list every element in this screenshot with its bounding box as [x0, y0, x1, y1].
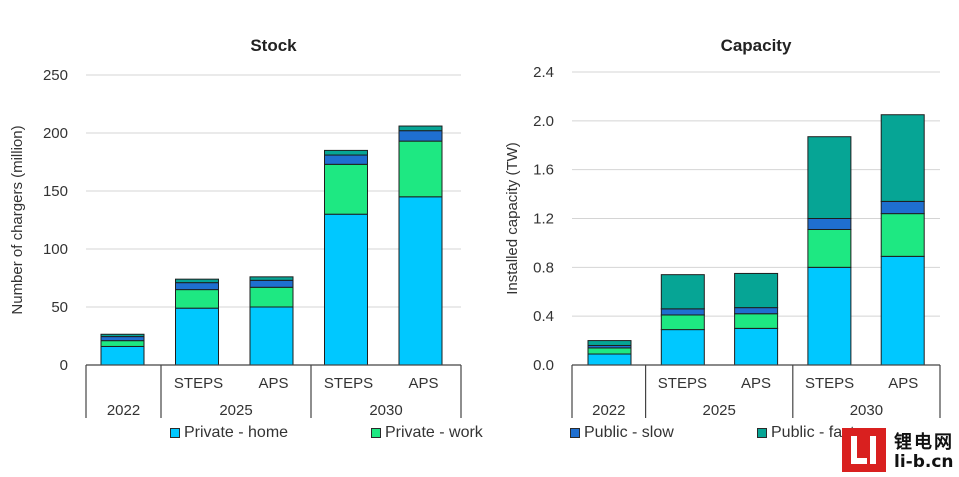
chart2-bar-private-home-3	[734, 327, 779, 366]
chart1-bar-public-fast-4	[324, 149, 368, 156]
legend-label-public-slow: Public - slow	[584, 424, 674, 441]
chart1-category-label: STEPS	[324, 375, 373, 392]
chart2-ytick-label: 0.4	[533, 308, 554, 325]
chart2-ytick-label: 1.6	[533, 162, 554, 179]
legend-swatch-private-home	[170, 428, 180, 438]
chart2-bar-private-work-3	[734, 313, 779, 329]
chart1-bar-public-fast-1	[100, 333, 145, 338]
chart1-group-label: 2030	[369, 402, 402, 419]
chart2-bar-private-work-2	[660, 314, 705, 331]
chart1-bar-private-home-3	[249, 306, 294, 366]
chart2-bar-public-slow-5	[880, 200, 925, 215]
chart2-group-label: 2030	[850, 402, 883, 419]
chart2-bar-public-slow-4	[807, 218, 852, 230]
chart2-bar-public-fast-5	[880, 114, 925, 202]
chart1-bar-private-work-2	[175, 289, 219, 309]
chart1-bar-public-fast-2	[175, 278, 219, 284]
legend-item-public-fast: Public - fast	[757, 424, 855, 442]
watermark-url: li-b.cn	[894, 452, 954, 472]
chart1-bar-private-home-5	[398, 196, 443, 366]
chart2-bar-private-home-2	[660, 329, 705, 366]
legend: Private - home Private - work Public - s…	[0, 424, 959, 446]
legend-swatch-private-work	[371, 428, 381, 438]
chart1-bar-private-work-3	[249, 286, 294, 308]
chart1-bar-public-slow-4	[324, 154, 368, 165]
chart2-category-label: APS	[888, 375, 918, 392]
chart2-bar-private-home-1	[587, 353, 632, 366]
chart1-bar-private-work-4	[324, 163, 368, 215]
legend-label-private-home: Private - home	[184, 424, 289, 441]
chart2-category-label: STEPS	[805, 375, 854, 392]
chart2-ytick-label: 2.0	[533, 113, 554, 130]
chart1-category-label: STEPS	[174, 375, 223, 392]
chart1-ytick-label: 150	[43, 183, 68, 200]
chart1-ylabel: Number of chargers (million)	[9, 125, 26, 314]
chart2-group-label: 2022	[592, 402, 625, 419]
chart1-ytick-label: 0	[60, 357, 68, 374]
chart2-category-label: STEPS	[658, 375, 707, 392]
legend-label-public-fast: Public - fast	[771, 424, 855, 441]
chart1-bar-public-slow-2	[175, 282, 219, 291]
legend-swatch-public-slow	[570, 428, 580, 438]
chart2-bar-public-slow-3	[734, 307, 779, 315]
chart1-title: Stock	[250, 36, 297, 55]
chart1-bar-public-slow-1	[100, 336, 145, 342]
chart2-bar-public-fast-3	[734, 272, 779, 309]
watermark-chinese-text: 锂电网	[894, 432, 954, 453]
chart1-bar-private-work-5	[398, 140, 443, 198]
chart2-bar-public-fast-2	[660, 274, 705, 310]
chart1-ytick-label: 100	[43, 241, 68, 258]
chart2-ylabel: Installed capacity (TW)	[504, 142, 521, 295]
chart1-bar-public-slow-3	[249, 279, 294, 288]
chart1-ytick-label: 200	[43, 125, 68, 142]
chart1-bar-public-fast-3	[249, 276, 294, 281]
chart2-bar-private-work-4	[807, 228, 852, 268]
chart2-bar-private-home-4	[807, 266, 852, 366]
chart2-bar-private-work-1	[587, 347, 632, 355]
chart1-bar-public-fast-5	[398, 125, 443, 132]
chart2-group-label: 2025	[703, 402, 736, 419]
watermark: 锂电网 li-b.cn	[842, 426, 954, 474]
chart1-ytick-label: 50	[51, 299, 68, 316]
legend-item-private-work: Private - work	[371, 424, 483, 442]
chart2-category-label: APS	[741, 375, 771, 392]
chart2-title: Capacity	[721, 36, 792, 55]
charts-canvas: Stock 0 50 100 150 200 250 Number of chargers (…	[9, 36, 941, 419]
watermark-logo	[842, 428, 886, 472]
legend-item-public-slow: Public - slow	[570, 424, 674, 442]
chart1-group-label: 2022	[107, 402, 140, 419]
chart2-bar-private-work-5	[880, 213, 925, 257]
chart2-ytick-label: 0.0	[533, 357, 554, 374]
chart1-bar-public-slow-5	[398, 130, 443, 142]
chart2-ytick-label: 0.8	[533, 259, 554, 276]
chart1-bar-private-work-1	[100, 340, 145, 347]
chart1-group-label: 2025	[219, 402, 252, 419]
chart2-ytick-label: 2.4	[533, 64, 554, 81]
chart1-bar-private-home-4	[324, 213, 368, 366]
chart1-category-label: APS	[258, 375, 288, 392]
chart1-bar-private-home-2	[175, 307, 219, 366]
chart2-ytick-label: 1.2	[533, 211, 554, 228]
chart2-bar-private-home-5	[880, 255, 925, 366]
chart2-bar-public-fast-1	[587, 340, 632, 346]
legend-label-private-work: Private - work	[385, 424, 483, 441]
chart1-category-label: APS	[408, 375, 438, 392]
chart1-bar-private-home-1	[100, 345, 145, 366]
legend-item-private-home: Private - home	[170, 424, 288, 442]
legend-swatch-public-fast	[757, 428, 767, 438]
chart1-ytick-label: 250	[43, 67, 68, 84]
chart2-bar-public-slow-2	[660, 308, 705, 316]
chart2-bar-public-fast-4	[807, 136, 852, 219]
